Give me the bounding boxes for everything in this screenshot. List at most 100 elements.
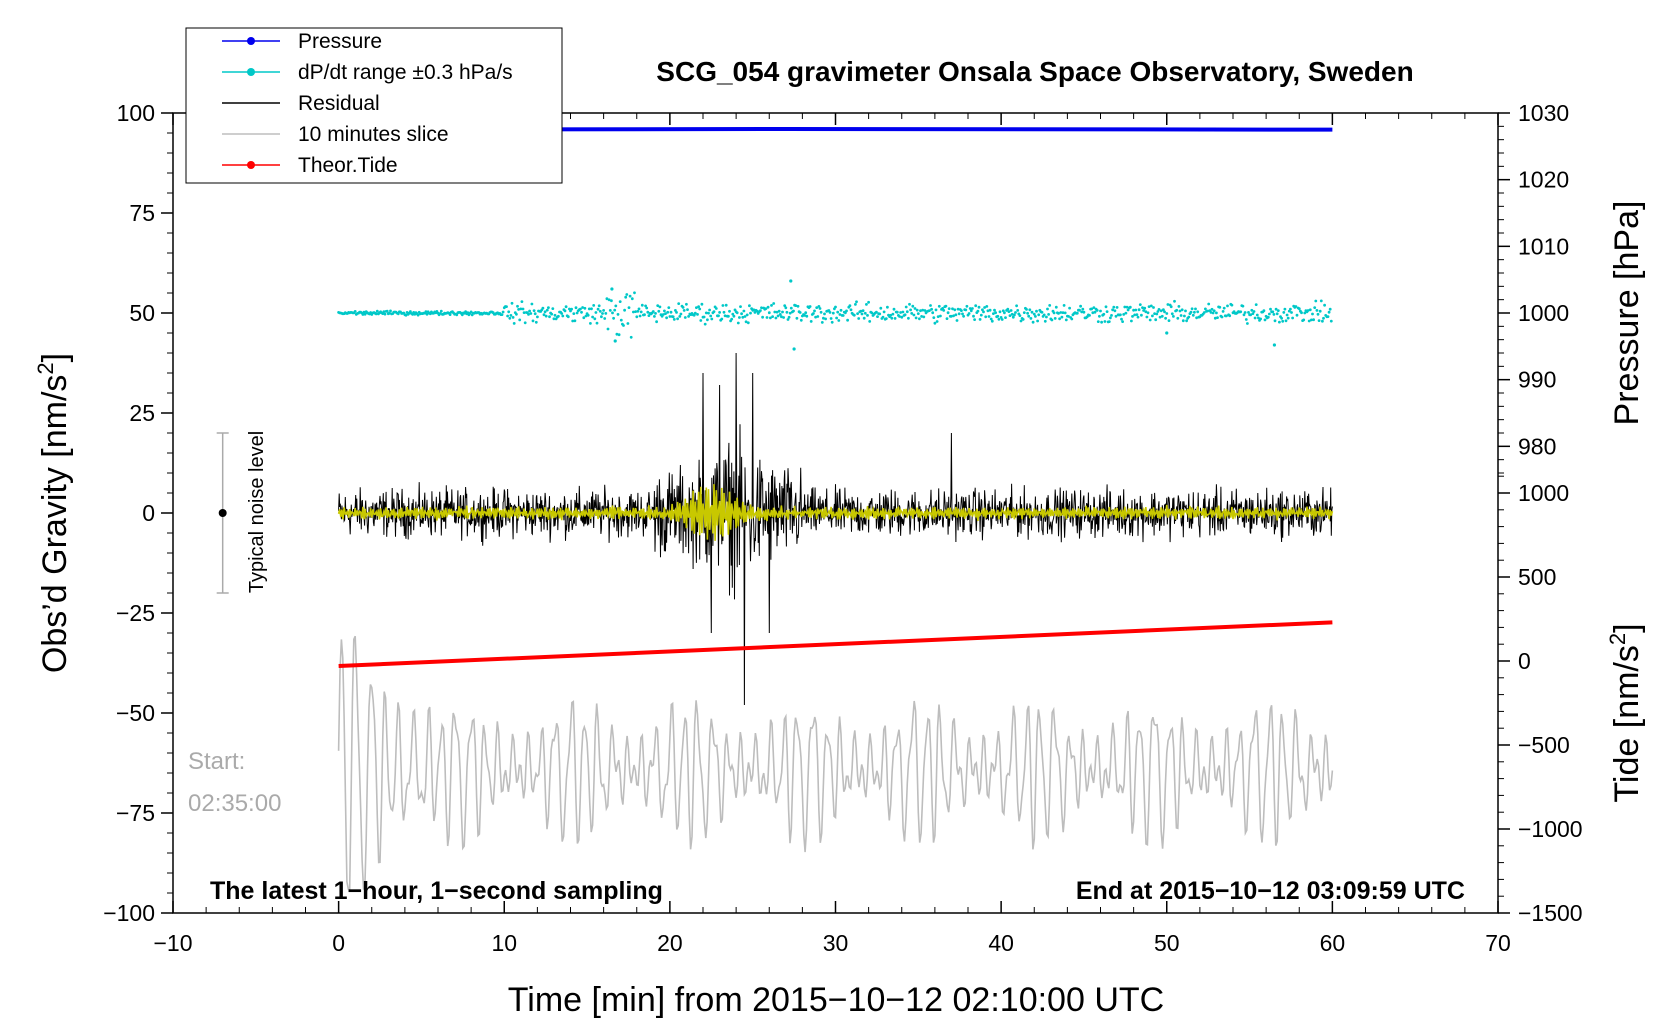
- dpdt-point: [1152, 306, 1155, 309]
- tide-tick-label: 1000: [1518, 480, 1569, 506]
- dpdt-outlier-point: [610, 287, 614, 291]
- dpdt-point: [1266, 315, 1270, 319]
- dpdt-point: [845, 309, 848, 313]
- dpdt-point: [1151, 314, 1154, 318]
- dpdt-point: [936, 315, 940, 318]
- dpdt-point: [1159, 309, 1163, 313]
- dpdt-point: [742, 309, 746, 313]
- dpdt-point: [957, 312, 961, 316]
- dpdt-point: [1249, 313, 1253, 317]
- dpdt-point: [509, 314, 513, 317]
- dpdt-point: [657, 309, 661, 313]
- dpdt-point: [1181, 319, 1185, 323]
- dpdt-point: [1185, 319, 1188, 323]
- dpdt-point: [782, 316, 785, 319]
- legend-swatch-marker: [247, 68, 255, 76]
- x-tick-label: 0: [332, 930, 345, 956]
- dpdt-point: [982, 310, 985, 314]
- dpdt-point: [383, 312, 387, 316]
- dpdt-point: [1104, 305, 1108, 309]
- dpdt-point: [708, 308, 711, 312]
- dpdt-point: [645, 306, 649, 310]
- dpdt-point: [572, 312, 576, 315]
- dpdt-point: [886, 305, 889, 309]
- dpdt-point: [739, 305, 742, 308]
- dpdt-point: [628, 294, 632, 298]
- dpdt-point: [1138, 303, 1142, 306]
- dpdt-point: [1329, 319, 1333, 323]
- dpdt-point: [1119, 313, 1122, 317]
- pressure-tick-label: 1000: [1518, 300, 1569, 326]
- dpdt-point: [707, 311, 710, 315]
- dpdt-point: [635, 315, 639, 319]
- dpdt-point: [667, 306, 671, 309]
- dpdt-point: [563, 309, 567, 313]
- dpdt-point: [1154, 318, 1158, 322]
- dpdt-point: [587, 307, 591, 311]
- dpdt-point: [857, 317, 861, 320]
- dpdt-point: [863, 311, 867, 315]
- dpdt-point: [1115, 306, 1119, 309]
- dpdt-point: [1310, 318, 1313, 322]
- dpdt-point: [929, 304, 932, 307]
- dpdt-point: [512, 322, 516, 325]
- dpdt-point: [545, 308, 549, 312]
- dpdt-point: [939, 314, 942, 318]
- dpdt-point: [597, 304, 601, 308]
- dpdt-point: [856, 312, 859, 315]
- dpdt-point: [724, 303, 728, 307]
- dpdt-point: [626, 322, 630, 325]
- dpdt-point: [520, 300, 524, 303]
- dpdt-point: [997, 317, 1001, 321]
- dpdt-point: [543, 310, 547, 314]
- dpdt-point: [1189, 310, 1193, 314]
- dpdt-point: [672, 318, 676, 321]
- dpdt-point: [1322, 316, 1325, 320]
- dpdt-point: [805, 314, 809, 318]
- legend: Pressure dP/dt range ±0.3 hPa/s Residual 10…: [185, 27, 563, 184]
- dpdt-point: [838, 313, 842, 316]
- dpdt-point: [950, 314, 953, 318]
- dpdt-point: [552, 317, 556, 321]
- dpdt-point: [834, 305, 837, 309]
- dpdt-point: [592, 304, 596, 307]
- dpdt-point: [904, 305, 908, 309]
- dpdt-point: [1300, 311, 1303, 315]
- dpdt-point: [776, 314, 780, 318]
- dpdt-point: [1133, 313, 1137, 317]
- bottom-left-note: The latest 1−hour, 1−second sampling: [210, 877, 663, 905]
- dpdt-point: [787, 315, 791, 319]
- dpdt-point: [814, 315, 817, 319]
- dpdt-point: [808, 305, 812, 308]
- dpdt-point: [795, 316, 799, 320]
- dpdt-point: [510, 301, 514, 305]
- dpdt-point: [969, 309, 973, 313]
- dpdt-point: [965, 304, 969, 308]
- dpdt-point: [999, 316, 1003, 319]
- dpdt-point: [541, 306, 545, 310]
- dpdt-point: [679, 312, 683, 316]
- dpdt-point: [1278, 320, 1281, 324]
- dpdt-point: [755, 309, 759, 313]
- dpdt-point: [759, 309, 762, 312]
- dpdt-point: [1095, 309, 1099, 312]
- dpdt-point: [1225, 314, 1228, 318]
- dpdt-point: [1080, 310, 1084, 314]
- dpdt-point: [1211, 311, 1215, 315]
- dpdt-point: [1107, 320, 1111, 323]
- dpdt-point: [1036, 319, 1039, 323]
- dpdt-point: [777, 309, 781, 313]
- dpdt-point: [934, 308, 938, 312]
- dpdt-point: [382, 310, 386, 313]
- dpdt-point: [361, 313, 365, 316]
- dpdt-point: [574, 306, 578, 310]
- dpdt-point: [438, 312, 442, 315]
- dpdt-point: [835, 316, 838, 320]
- legend-label: 10 minutes slice: [298, 123, 449, 146]
- dpdt-point: [928, 309, 931, 312]
- y-tick-label: 75: [129, 200, 155, 226]
- dpdt-point: [898, 315, 901, 318]
- dpdt-point: [1007, 310, 1011, 313]
- dpdt-point: [764, 307, 768, 310]
